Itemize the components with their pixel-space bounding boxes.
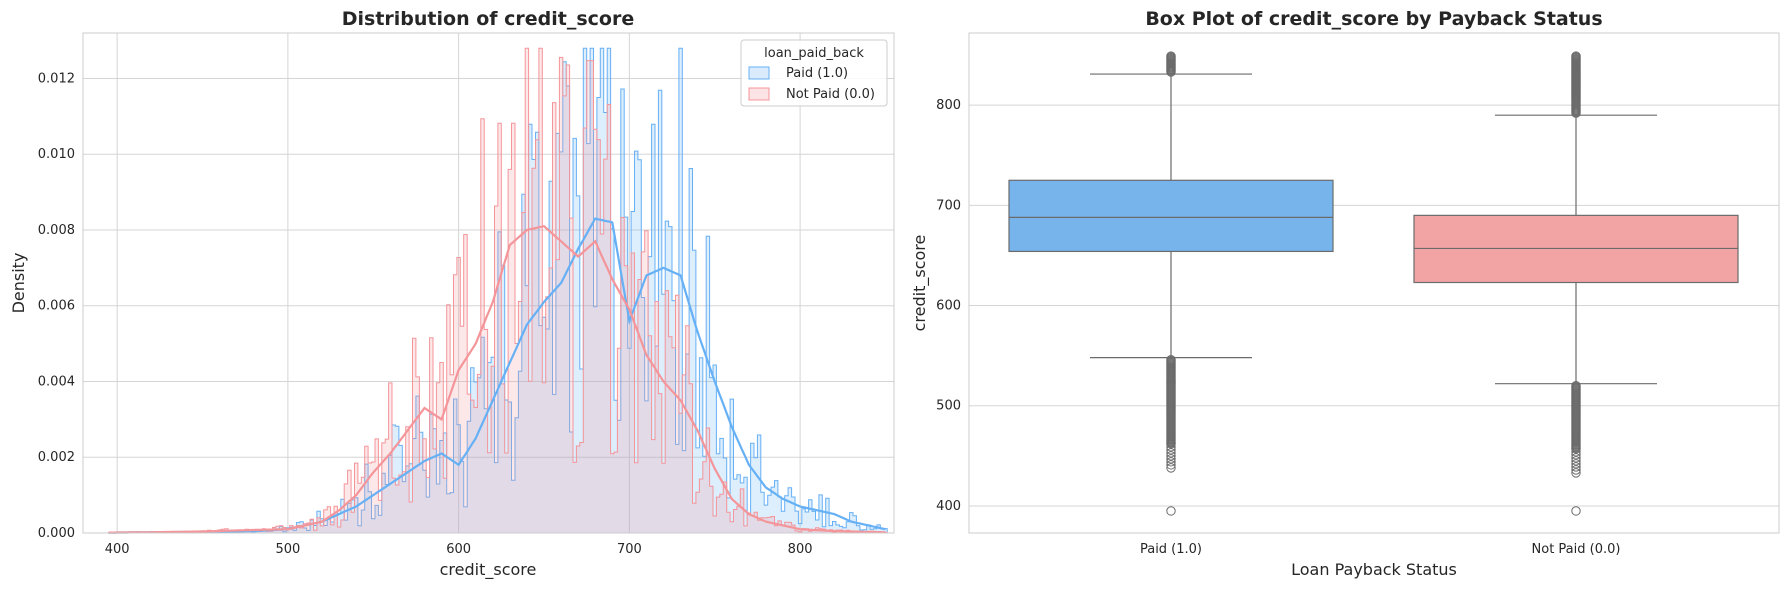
- y-tick-label: 400: [936, 499, 961, 514]
- outlier-point: [1166, 439, 1176, 449]
- outlier-point: [1571, 456, 1581, 466]
- box-paid: [1008, 51, 1334, 516]
- outlier-point: [1166, 463, 1176, 473]
- outlier-point: [1571, 465, 1581, 475]
- outlier-point: [1166, 454, 1176, 464]
- histogram-kde-lines: [108, 217, 886, 534]
- histogram-legend: loan_paid_back Paid (1.0) Not Paid (0.0): [740, 39, 888, 107]
- outlier-point: [1571, 447, 1581, 457]
- x-tick-label: Paid (1.0): [1140, 542, 1202, 557]
- outlier-point: [1166, 445, 1176, 455]
- kde-line-not-paid: [108, 224, 886, 534]
- x-tick-label: Not Paid (0.0): [1532, 542, 1621, 557]
- box-not-paid: [1413, 51, 1739, 516]
- legend-entry-not-paid: Not Paid (0.0): [786, 87, 875, 102]
- legend-frame: [740, 39, 888, 107]
- histogram-chart: Distribution of credit_score 400 500 600 70…: [9, 8, 895, 580]
- legend-title: loan_paid_back: [764, 46, 864, 61]
- y-tick-label: 0.000: [38, 526, 75, 541]
- iqr-box: [1008, 179, 1334, 253]
- y-tick-label: 0.006: [38, 299, 75, 314]
- x-tick-label: 500: [275, 542, 300, 557]
- y-tick-label: 0.004: [38, 374, 75, 389]
- y-tick-label: 800: [936, 98, 961, 113]
- outlier-point: [1166, 448, 1176, 458]
- outlier-point: [1571, 459, 1581, 469]
- histogram-ylabel: Density: [9, 253, 28, 314]
- outlier-point: [1571, 51, 1581, 61]
- outlier-point: [1571, 453, 1581, 463]
- histogram-title: Distribution of credit_score: [342, 8, 635, 30]
- histogram-xlabel: credit_score: [440, 560, 537, 580]
- legend-swatch-not-paid: [748, 87, 770, 101]
- x-tick-label: 600: [446, 542, 471, 557]
- y-tick-label: 600: [936, 299, 961, 314]
- boxplot-frame: [968, 32, 1780, 534]
- y-tick-label: 0.002: [38, 450, 75, 465]
- histogram-series-not-paid: [108, 47, 888, 534]
- boxplot-ticks: 400 500 600 700 800 Paid (1.0) Not Paid (0.0): [936, 98, 1620, 557]
- y-tick-label: 0.010: [38, 147, 75, 162]
- outlier-point: [1166, 506, 1176, 516]
- outlier-point: [1166, 442, 1176, 452]
- y-tick-label: 700: [936, 198, 961, 213]
- outlier-point: [1166, 457, 1176, 467]
- boxplot-chart: Box Plot of credit_score by Payback Stat…: [910, 8, 1780, 579]
- outlier-point: [1571, 444, 1581, 454]
- outlier-point: [1571, 462, 1581, 472]
- boxplot-xlabel: Loan Payback Status: [1291, 560, 1457, 579]
- histogram-bars: [108, 47, 888, 534]
- y-tick-label: 0.008: [38, 223, 75, 238]
- legend-swatch-paid: [748, 66, 770, 80]
- x-tick-label: 400: [105, 542, 130, 557]
- outlier-point: [1571, 450, 1581, 460]
- boxplot-ylabel: credit_score: [910, 235, 930, 332]
- x-tick-label: 800: [788, 542, 813, 557]
- boxplot-boxes: [1008, 51, 1739, 516]
- y-tick-label: 0.012: [38, 71, 75, 86]
- outlier-point: [1166, 51, 1176, 61]
- outlier-point: [1571, 468, 1581, 478]
- outlier-point: [1571, 506, 1581, 516]
- boxplot-title: Box Plot of credit_score by Payback Stat…: [1145, 8, 1602, 30]
- y-tick-label: 500: [936, 399, 961, 414]
- histogram-ticks: 400 500 600 700 800 0.000 0.002 0.004 0.006 0.008…: [38, 71, 813, 557]
- x-tick-label: 700: [617, 542, 642, 557]
- legend-entry-paid: Paid (1.0): [786, 66, 848, 81]
- outlier-point: [1166, 451, 1176, 461]
- histogram-frame: [82, 32, 895, 534]
- outlier-point: [1166, 460, 1176, 470]
- boxplot-grid: [969, 104, 1779, 507]
